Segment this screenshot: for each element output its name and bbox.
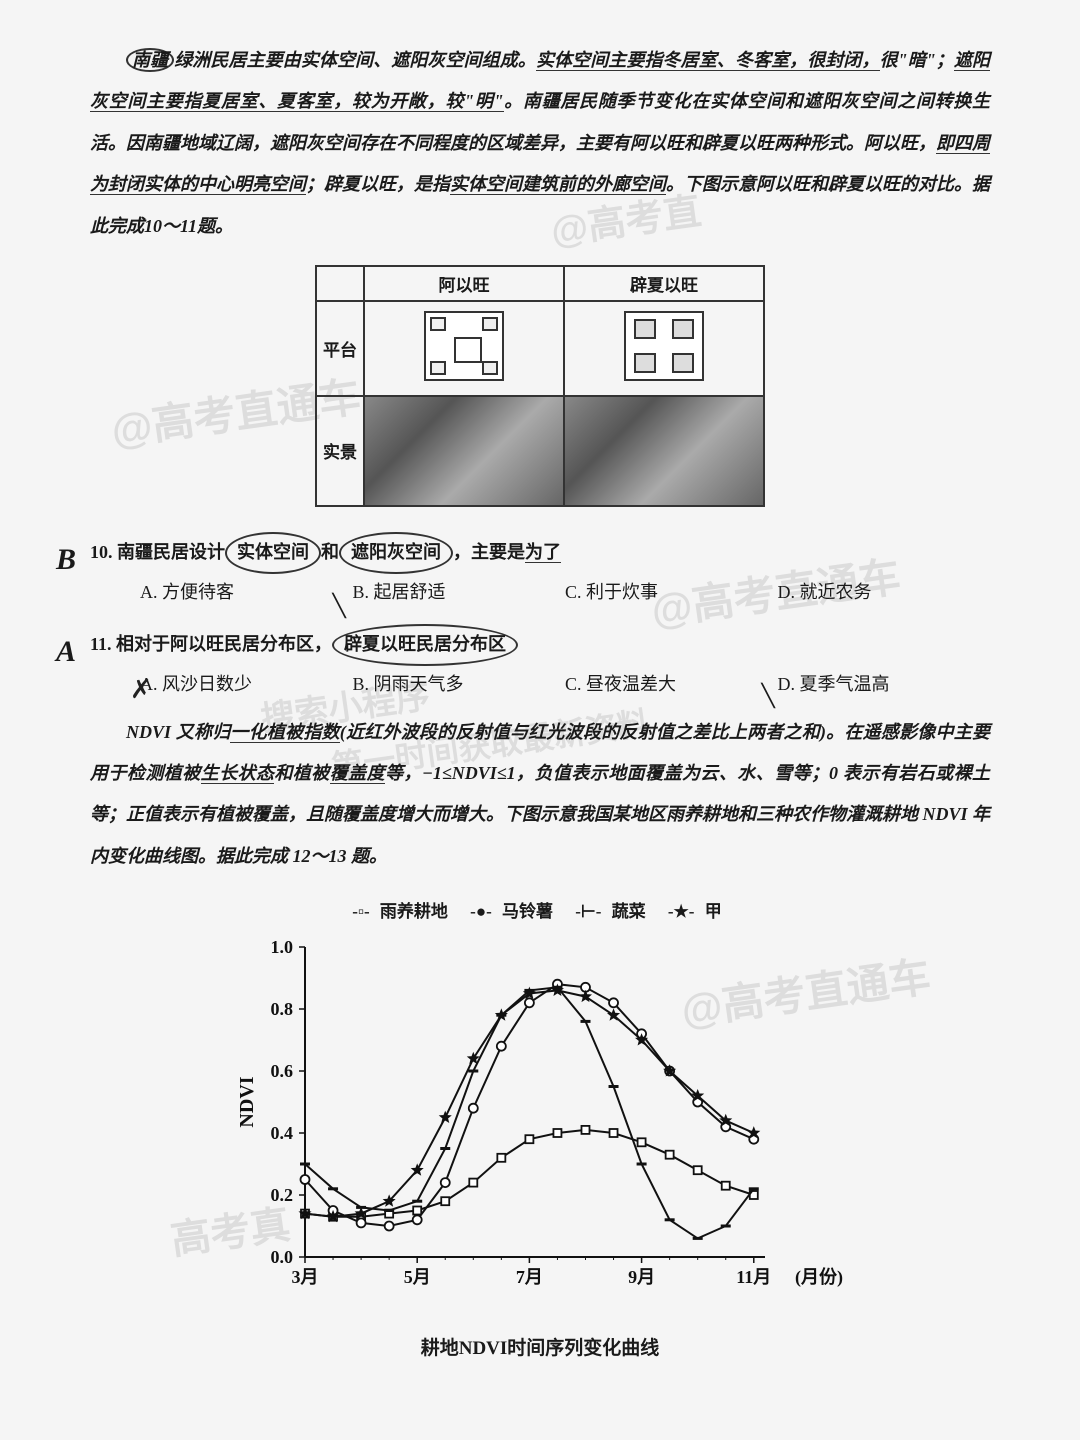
q10-option-b: ╲B. 起居舒适 (353, 574, 566, 610)
svg-text:11月: 11月 (736, 1267, 771, 1287)
question-10: B 10. 南疆民居设计实体空间和遮阳灰空间，主要是为了 A. 方便待客 ╲B.… (90, 532, 990, 610)
q10-option-a: A. 方便待客 (140, 574, 353, 610)
passage-1: 南疆绿洲民居主要由实体空间、遮阳灰空间组成。实体空间主要指冬居室、冬客室，很封闭… (90, 40, 990, 247)
passage-2: NDVI 又称归一化植被指数(近红外波段的反射值与红光波段的反射值之差比上两者之… (90, 712, 990, 878)
svg-text:0.6: 0.6 (271, 1061, 294, 1081)
svg-text:NDVI: NDVI (236, 1076, 258, 1127)
table-col-aywang: 阿以旺 (364, 266, 564, 301)
svg-text:9月: 9月 (628, 1267, 655, 1287)
handwritten-answer-11: A (56, 620, 76, 683)
q11-option-d: ╲D. 夏季气温高 (778, 666, 991, 702)
svg-text:0.2: 0.2 (271, 1185, 294, 1205)
table-row-photo: 实景 (316, 396, 364, 506)
svg-text:3月: 3月 (292, 1267, 319, 1287)
svg-text:0.4: 0.4 (271, 1123, 294, 1143)
svg-text:5月: 5月 (404, 1267, 431, 1287)
svg-text:1.0: 1.0 (271, 937, 294, 957)
chart-svg: 0.0 0.2 0.4 0.6 0.8 1.0 3月 5月 7月 9月 11月 NDVI (月份) (235, 922, 845, 1322)
q10-option-c: C. 利于炊事 (565, 574, 778, 610)
floorplan-a-icon (424, 311, 504, 381)
q11-option-b: B. 阴雨天气多 (353, 666, 566, 702)
q11-option-a: A. 风沙日数少 (140, 666, 353, 702)
q10-option-d: D. 就近农务 (778, 574, 991, 610)
svg-text:(月份): (月份) (795, 1266, 843, 1288)
handwritten-answer-10: B (56, 528, 76, 591)
table-col-pixia: 辟夏以旺 (564, 266, 764, 301)
comparison-table: 阿以旺 辟夏以旺 平台 实景 (315, 265, 765, 507)
photo-aywang (364, 396, 564, 506)
ndvi-chart: -▫- 雨养耕地 -●- 马铃薯 -⊢- 蔬菜 -★- 甲 0.00.20.40… (235, 897, 845, 1360)
svg-text:0.8: 0.8 (271, 999, 294, 1019)
q11-option-c: C. 昼夜温差大 (565, 666, 778, 702)
svg-text:0.0: 0.0 (271, 1247, 294, 1267)
table-row-plan: 平台 (316, 301, 364, 396)
circled-lead: 南疆 (126, 48, 174, 72)
svg-text:7月: 7月 (516, 1267, 543, 1287)
chart-legend: -▫- 雨养耕地 -●- 马铃薯 -⊢- 蔬菜 -★- 甲 (235, 897, 845, 922)
photo-pixia (564, 396, 764, 506)
chart-caption: 耕地NDVI时间序列变化曲线 (235, 1333, 845, 1360)
question-11: A 11. 相对于阿以旺民居分布区，辟夏以旺民居分布区 A. 风沙日数少 B. … (90, 624, 990, 702)
floorplan-b-icon (624, 311, 704, 381)
